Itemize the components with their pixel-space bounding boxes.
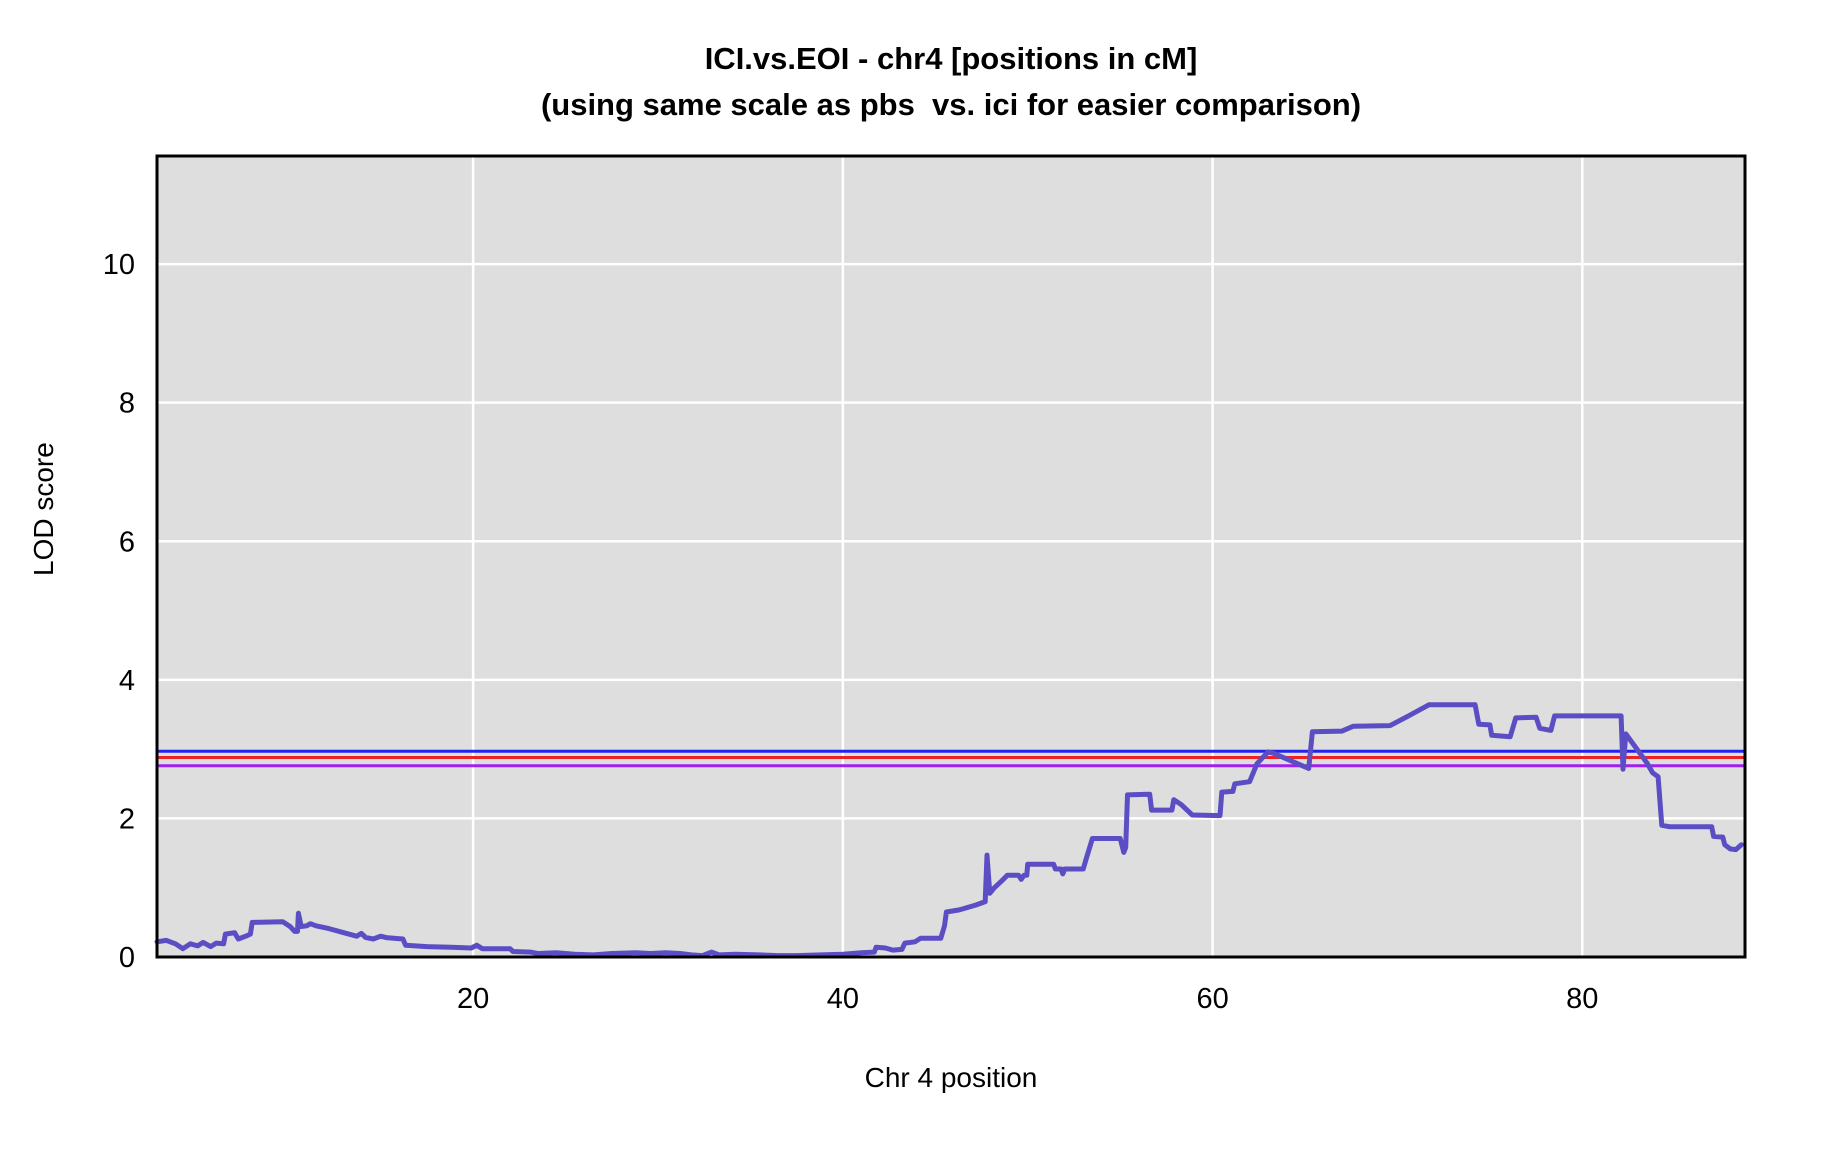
y-tick-label-2: 2	[119, 803, 135, 835]
x-axis-title: Chr 4 position	[864, 1062, 1038, 1093]
plot-background	[157, 156, 1745, 957]
y-tick-label-8: 8	[119, 388, 135, 420]
plot-border	[155, 154, 1747, 959]
x-tick-label-80: 80	[1566, 983, 1598, 1015]
y-tick-label-6: 6	[119, 526, 135, 558]
x-tick-label-40: 40	[827, 983, 859, 1015]
y-tick-label-10: 10	[103, 249, 135, 281]
y-tick-label-4: 4	[119, 665, 135, 697]
chart-subtitle: (using same scale as pbs vs. ici for eas…	[540, 87, 1362, 122]
y-tick-label-0: 0	[119, 942, 135, 974]
y-axis-title: LOD score	[28, 442, 59, 576]
chart-title: ICI.vs.EOI - chr4 [positions in cM]	[704, 41, 1198, 76]
lod-curve-0	[154, 702, 1744, 959]
x-tick-label-20: 20	[457, 983, 489, 1015]
chart-title-block: ICI.vs.EOI - chr4 [positions in cM] (usi…	[157, 36, 1745, 128]
x-tick-label-60: 60	[1196, 983, 1228, 1015]
